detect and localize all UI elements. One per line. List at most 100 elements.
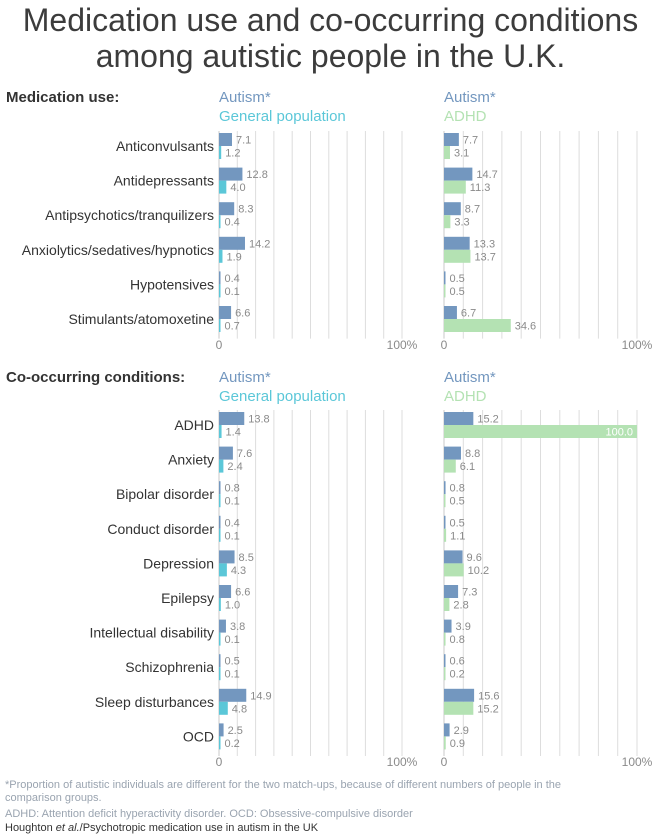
data-label: 1.2 — [225, 148, 240, 160]
category-label: OCD — [183, 728, 214, 744]
data-label: 0.4 — [225, 273, 240, 285]
data-label: 7.3 — [462, 587, 477, 599]
bar-adhd — [444, 563, 464, 577]
data-label: 0.4 — [225, 217, 240, 229]
x-tick-label: 100% — [622, 338, 653, 352]
data-label: 6.6 — [235, 587, 250, 599]
bar-general — [219, 494, 221, 508]
data-label: 14.2 — [249, 238, 270, 250]
bar-adhd — [444, 667, 446, 681]
bar-autism — [444, 306, 457, 319]
bar-general — [219, 667, 221, 681]
bar-general — [219, 528, 221, 542]
category-label: Depression — [143, 555, 214, 571]
data-label: 12.8 — [246, 169, 267, 181]
category-label: Intellectual disability — [89, 625, 214, 641]
data-label: 1.4 — [226, 427, 241, 439]
bar-autism — [444, 202, 461, 216]
bar-general — [219, 459, 224, 473]
bar-autism — [444, 654, 446, 668]
data-label: 7.1 — [236, 135, 251, 147]
category-label: Stimulants/atomoxetine — [68, 311, 214, 327]
bar-adhd — [444, 215, 451, 229]
bar-autism — [219, 688, 247, 702]
category-label: Anxiolytics/sedatives/hypnotics — [22, 242, 214, 258]
category-label: Epilepsy — [161, 590, 214, 606]
data-label: 100.0 — [605, 427, 633, 439]
bar-adhd — [444, 528, 447, 542]
data-label: 9.6 — [467, 552, 482, 564]
data-label: 0.2 — [225, 738, 240, 750]
bar-adhd — [444, 180, 466, 194]
bar-general — [219, 425, 222, 438]
bar-adhd — [444, 459, 456, 473]
bar-general — [219, 180, 227, 194]
data-label: 3.8 — [230, 621, 245, 633]
data-label: 4.0 — [230, 182, 245, 194]
x-tick-label: 0 — [216, 338, 223, 352]
bar-autism — [444, 481, 446, 495]
data-label: 3.3 — [454, 217, 469, 229]
legend-entry: ADHD — [444, 388, 487, 405]
category-label: Conduct disorder — [107, 521, 214, 537]
data-label: 0.8 — [225, 483, 240, 495]
category-label: Schizophrenia — [125, 659, 214, 675]
data-label: 0.8 — [450, 483, 465, 495]
credit-rest: /Psychotropic medication use in autism i… — [79, 822, 319, 834]
category-label: Antidepressants — [114, 173, 214, 189]
bar-adhd — [444, 249, 471, 263]
data-label: 7.7 — [463, 135, 478, 147]
bar-adhd — [444, 632, 446, 646]
data-label: 0.5 — [450, 517, 465, 529]
bar-autism — [444, 446, 461, 460]
data-label: 6.7 — [461, 308, 476, 320]
bar-autism — [219, 271, 221, 285]
bar-adhd — [444, 736, 446, 750]
data-label: 0.9 — [450, 738, 465, 750]
bar-general — [219, 249, 223, 263]
data-label: 0.6 — [450, 656, 465, 668]
bar-autism — [219, 167, 243, 181]
x-tick-label: 0 — [441, 338, 448, 352]
x-tick-label: 100% — [387, 338, 418, 352]
data-label: 1.9 — [226, 251, 241, 263]
bar-autism — [219, 619, 226, 633]
bar-autism — [444, 133, 459, 146]
bar-autism — [444, 412, 474, 425]
bar-autism — [219, 306, 232, 319]
category-label: Bipolar disorder — [116, 486, 214, 502]
legend-entry: General population — [219, 388, 346, 405]
data-label: 0.7 — [225, 321, 240, 333]
x-tick-label: 100% — [387, 755, 418, 769]
bar-autism — [219, 723, 224, 737]
bar-autism — [444, 723, 450, 737]
bar-adhd — [444, 319, 511, 332]
data-label: 8.7 — [465, 204, 480, 216]
bar-adhd — [444, 494, 446, 508]
bar-general — [219, 284, 221, 298]
chart-title: Medication use and co-occurring conditio… — [22, 2, 639, 74]
data-label: 13.7 — [474, 251, 495, 263]
legend-entry: General population — [219, 108, 346, 125]
bar-autism — [444, 619, 452, 633]
bar-autism — [219, 133, 232, 146]
data-label: 4.3 — [231, 565, 246, 577]
category-label: Anticonvulsants — [116, 138, 214, 154]
bar-autism — [219, 585, 232, 598]
bar-autism — [444, 515, 446, 529]
x-tick-label: 100% — [622, 755, 653, 769]
data-label: 0.1 — [225, 669, 240, 681]
data-label: 6.1 — [460, 461, 475, 473]
bar-autism — [444, 271, 446, 285]
data-label: 10.2 — [468, 565, 489, 577]
legend-entry: Autism* — [444, 369, 496, 386]
source-credit: Houghton et al./Psychotropic medication … — [5, 822, 318, 835]
bar-general — [219, 701, 228, 715]
bar-autism — [219, 412, 245, 425]
bar-general — [219, 563, 227, 577]
data-label: 0.2 — [450, 669, 465, 681]
data-label: 2.8 — [453, 600, 468, 612]
bar-autism — [219, 202, 235, 216]
legend-entry: Autism* — [444, 89, 496, 106]
